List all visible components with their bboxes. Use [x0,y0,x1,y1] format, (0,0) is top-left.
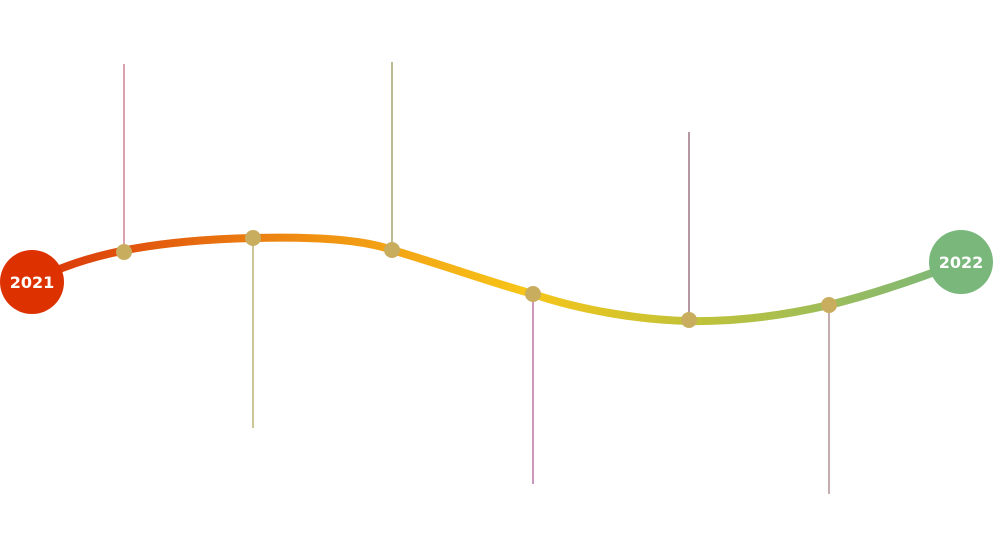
timeline-curve [28,233,965,326]
milestone-dot-2 [245,230,261,246]
end-year-node: 2022 [929,230,993,294]
milestone-dot-5 [681,312,697,328]
milestone-dot-3 [384,242,400,258]
milestone-dot-1 [116,244,132,260]
end-year-circle [929,230,993,294]
milestone-connectors [123,62,830,494]
start-year-circle [0,250,64,314]
end-year-label: 2022 [939,253,984,272]
start-year-node: 2021 [0,250,64,314]
milestone-dot-6 [821,297,837,313]
start-year-label: 2021 [10,273,55,292]
milestone-dots [116,230,837,328]
milestone-dot-4 [525,286,541,302]
